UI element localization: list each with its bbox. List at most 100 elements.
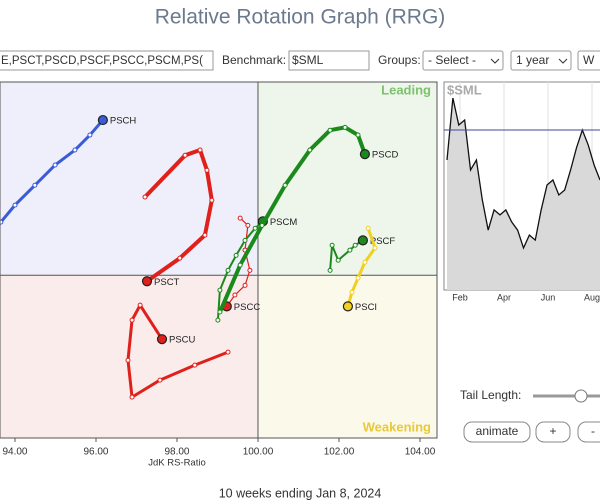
tail-point — [32, 182, 38, 188]
plot-frame — [0, 81, 438, 439]
benchmark-text: $SML — [292, 53, 324, 67]
series-label: PSCF — [370, 236, 396, 247]
tail-point — [232, 292, 238, 298]
head-point — [97, 114, 108, 126]
x-tick-label: 102.00 — [324, 447, 355, 458]
symbols-input[interactable] — [0, 50, 214, 71]
tail-point — [329, 242, 335, 248]
animate-button[interactable] — [463, 421, 531, 443]
quadrant-weakening — [257, 275, 437, 438]
mini-month-label: Feb — [452, 292, 468, 302]
series-label: PSCH — [110, 116, 137, 127]
tail-point — [307, 147, 313, 153]
caret — [558, 58, 568, 64]
tail-point — [342, 124, 348, 130]
x-tick-label: 100.00 — [243, 447, 274, 458]
tail-point — [355, 275, 361, 281]
animate-text: animate — [476, 424, 519, 438]
frequency-select[interactable] — [577, 50, 600, 71]
tail-point — [182, 152, 188, 158]
mini-area — [447, 98, 600, 290]
head-point — [359, 148, 371, 160]
tail-point — [225, 267, 231, 273]
minus-text: - — [591, 424, 595, 438]
tail-point — [259, 222, 265, 228]
head-point — [141, 276, 153, 287]
tail-point — [129, 317, 135, 323]
tail-point — [242, 282, 248, 288]
tail-line — [126, 303, 230, 399]
series-label: PSCI — [355, 302, 377, 313]
quadrant-label: Leading — [381, 82, 431, 97]
slider-knob[interactable] — [574, 389, 588, 403]
x-axis-label: JdK RS-Ratio — [148, 458, 206, 469]
tail-point — [217, 287, 223, 293]
tail-point — [237, 262, 243, 268]
groups-label: Groups: — [378, 53, 421, 67]
tail-point — [242, 237, 248, 243]
tail-point — [87, 132, 93, 138]
quadrant-improving — [0, 82, 258, 276]
tail-point — [349, 289, 355, 295]
tail-point — [202, 232, 208, 238]
tail-point — [129, 394, 135, 400]
x-tick-label: 96.00 — [83, 447, 108, 458]
series-label: PSCM — [270, 217, 298, 228]
tail-point — [12, 202, 18, 208]
tail-point — [197, 147, 203, 153]
x-tick-label: 94.00 — [2, 447, 27, 458]
plus-text: + — [549, 424, 556, 438]
head-point — [156, 334, 168, 345]
x-tick-label: 104.00 — [405, 447, 436, 458]
mini-plot — [444, 82, 600, 290]
benchmark-input[interactable] — [288, 50, 370, 71]
tail-point — [192, 362, 198, 368]
tail-point — [52, 162, 58, 168]
tail-point — [252, 225, 258, 231]
tail-point — [142, 194, 148, 200]
tail-point — [245, 222, 251, 228]
tail-point — [209, 197, 215, 203]
series-label: PSCD — [372, 150, 399, 161]
tail-point — [362, 259, 368, 265]
tail-label: Tail Length: — [460, 388, 521, 402]
period-select[interactable] — [510, 50, 572, 71]
head-point — [357, 235, 368, 246]
x-tick-label: 98.00 — [164, 447, 189, 458]
tail-line — [142, 148, 214, 284]
tail-point — [157, 377, 163, 383]
footer: 10 weeks ending Jan 8, 2024 — [219, 486, 382, 500]
symbols-text: E,PSCT,PSCD,PSCF,PSCC,PSCM,PS( — [1, 55, 203, 67]
minus-button[interactable] — [577, 421, 600, 443]
tail-point — [237, 215, 243, 221]
tail-point — [282, 182, 288, 188]
series-label: PSCT — [154, 277, 180, 288]
tail-point — [215, 317, 221, 323]
plot-area: Leading Weakening PSCH PSCT PSCU PSCC PSCM PSCD… — [0, 82, 437, 438]
groups-text: - Select - — [428, 53, 476, 67]
tail-point — [204, 167, 210, 173]
groups-select[interactable] — [422, 50, 504, 71]
series-label: PSCC — [234, 302, 261, 313]
tail-point — [125, 357, 131, 363]
tail-point — [247, 267, 253, 273]
mini-title: $SML — [447, 82, 482, 97]
tail-point — [365, 225, 371, 231]
tail-point — [217, 309, 223, 315]
tail-point — [225, 349, 231, 355]
period-text: 1 year — [516, 53, 549, 67]
tail-point — [72, 147, 78, 153]
plus-button[interactable] — [535, 421, 571, 443]
mini-month-label: Aug — [584, 292, 600, 302]
tail-point — [355, 132, 361, 138]
benchmark-label: Benchmark: — [222, 53, 286, 67]
tail-point — [327, 267, 333, 273]
quadrant-leading — [257, 82, 437, 276]
mini-line — [446, 97, 600, 250]
frequency-text: W — [583, 53, 595, 67]
quadrant-label: Weakening — [363, 419, 431, 434]
head-point — [342, 301, 353, 312]
tail-point — [233, 252, 239, 258]
series-label: PSCU — [169, 335, 196, 346]
